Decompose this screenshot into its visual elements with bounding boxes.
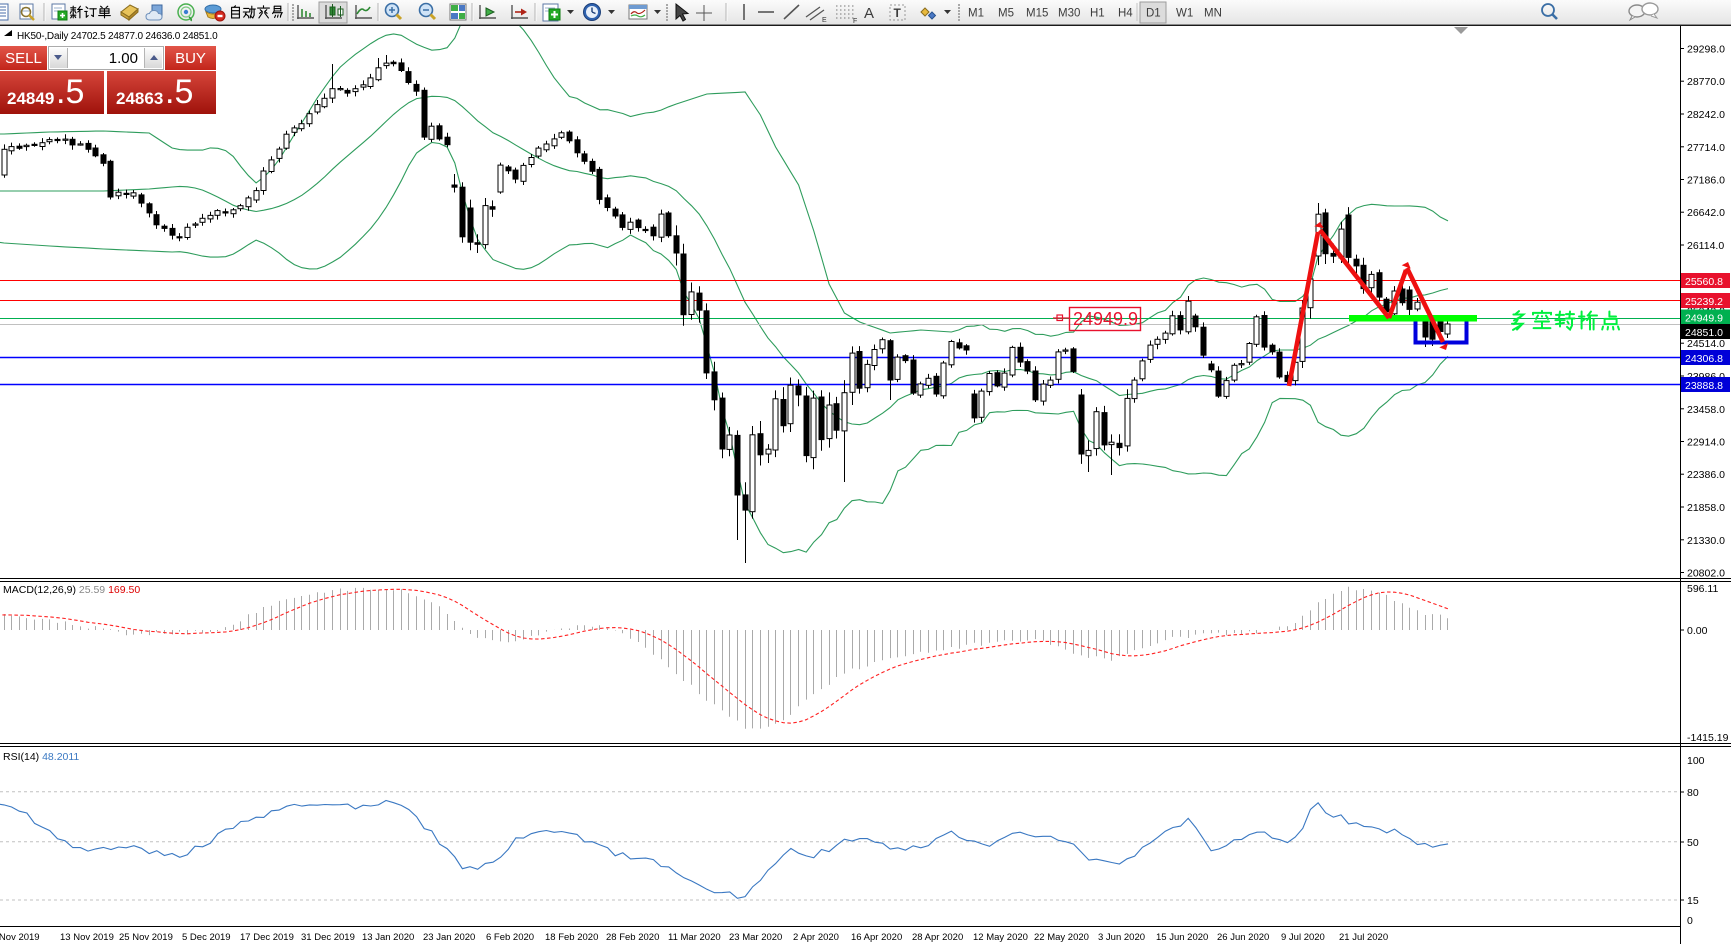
- svg-text:31 Dec 2019: 31 Dec 2019: [301, 932, 355, 943]
- svg-text:27186.0: 27186.0: [1687, 175, 1725, 187]
- svg-text:25560.8: 25560.8: [1685, 276, 1723, 288]
- svg-text:HK50-,Daily 24702.5 24877.0 2: HK50-,Daily 24702.5 24877.0 24636.0 2485…: [17, 31, 218, 42]
- svg-text:T: T: [894, 6, 902, 20]
- svg-text:28 Apr 2020: 28 Apr 2020: [912, 932, 963, 943]
- svg-text:16 Apr 2020: 16 Apr 2020: [851, 932, 902, 943]
- svg-text:W1: W1: [1176, 8, 1193, 20]
- svg-text:0: 0: [1687, 915, 1693, 927]
- svg-text:24306.8: 24306.8: [1685, 353, 1723, 365]
- svg-text:-1415.19: -1415.19: [1687, 732, 1729, 744]
- svg-text:D1: D1: [1146, 8, 1161, 20]
- svg-text:20802.0: 20802.0: [1687, 568, 1725, 580]
- svg-text:E: E: [822, 17, 827, 24]
- svg-text:9 Jul 2020: 9 Jul 2020: [1281, 932, 1325, 943]
- svg-text:24851.0: 24851.0: [1685, 327, 1723, 339]
- svg-text:28 Feb 2020: 28 Feb 2020: [606, 932, 659, 943]
- svg-text:RSI(14) 48.2011: RSI(14) 48.2011: [3, 751, 79, 763]
- svg-text:5 Dec 2019: 5 Dec 2019: [182, 932, 231, 943]
- svg-text:23 Jan 2020: 23 Jan 2020: [423, 932, 475, 943]
- svg-text:23 Mar 2020: 23 Mar 2020: [729, 932, 782, 943]
- svg-text:26114.0: 26114.0: [1687, 240, 1724, 252]
- svg-text:26 Jun 2020: 26 Jun 2020: [1217, 932, 1269, 943]
- svg-text:MACD(12,26,9) 25.59 169.50: MACD(12,26,9) 25.59 169.50: [3, 584, 140, 596]
- svg-text:2 Apr 2020: 2 Apr 2020: [793, 932, 839, 943]
- svg-text:4 Nov 2019: 4 Nov 2019: [0, 932, 40, 943]
- svg-text:11 Mar 2020: 11 Mar 2020: [668, 932, 721, 943]
- svg-text:15: 15: [1687, 895, 1699, 907]
- svg-text:50: 50: [1687, 837, 1699, 849]
- svg-text:M1: M1: [968, 8, 984, 20]
- svg-text:MN: MN: [1204, 8, 1222, 20]
- svg-text:18 Feb 2020: 18 Feb 2020: [545, 932, 598, 943]
- svg-text:M15: M15: [1026, 8, 1048, 20]
- svg-text:100: 100: [1687, 755, 1705, 767]
- svg-text:25 Nov 2019: 25 Nov 2019: [119, 932, 173, 943]
- svg-text:22914.0: 22914.0: [1687, 437, 1725, 449]
- svg-text:27714.0: 27714.0: [1687, 142, 1725, 154]
- svg-text:13 Jan 2020: 13 Jan 2020: [362, 932, 414, 943]
- svg-text:12 May 2020: 12 May 2020: [973, 932, 1028, 943]
- svg-text:F: F: [853, 18, 857, 25]
- svg-text:21330.0: 21330.0: [1687, 535, 1725, 547]
- svg-text:28242.0: 28242.0: [1687, 109, 1725, 121]
- svg-text:23888.8: 23888.8: [1685, 380, 1723, 392]
- svg-text:0.00: 0.00: [1687, 625, 1708, 637]
- svg-text:21 Jul 2020: 21 Jul 2020: [1339, 932, 1388, 943]
- svg-text:H4: H4: [1118, 8, 1133, 20]
- svg-text:596.11: 596.11: [1687, 583, 1718, 595]
- svg-text:13 Nov 2019: 13 Nov 2019: [60, 932, 114, 943]
- svg-text:22386.0: 22386.0: [1687, 469, 1725, 481]
- svg-text:A: A: [864, 5, 874, 22]
- svg-text:24514.0: 24514.0: [1687, 338, 1725, 350]
- svg-text:M30: M30: [1058, 8, 1080, 20]
- svg-text:80: 80: [1687, 787, 1699, 799]
- svg-text:22 May 2020: 22 May 2020: [1034, 932, 1089, 943]
- svg-text:23458.0: 23458.0: [1687, 404, 1725, 416]
- svg-text:15 Jun 2020: 15 Jun 2020: [1156, 932, 1208, 943]
- svg-text:21858.0: 21858.0: [1687, 502, 1725, 514]
- svg-text:24949.9: 24949.9: [1685, 313, 1723, 325]
- svg-text:26642.0: 26642.0: [1687, 207, 1725, 219]
- svg-text:24949.9: 24949.9: [1073, 309, 1138, 329]
- svg-text:6 Feb 2020: 6 Feb 2020: [486, 932, 534, 943]
- svg-text:3 Jun 2020: 3 Jun 2020: [1098, 932, 1145, 943]
- svg-text:29298.0: 29298.0: [1687, 44, 1725, 56]
- svg-text:17 Dec 2019: 17 Dec 2019: [240, 932, 294, 943]
- svg-text:M5: M5: [998, 8, 1014, 20]
- svg-text:25239.2: 25239.2: [1685, 296, 1723, 308]
- svg-text:28770.0: 28770.0: [1687, 76, 1725, 88]
- svg-text:H1: H1: [1090, 8, 1105, 20]
